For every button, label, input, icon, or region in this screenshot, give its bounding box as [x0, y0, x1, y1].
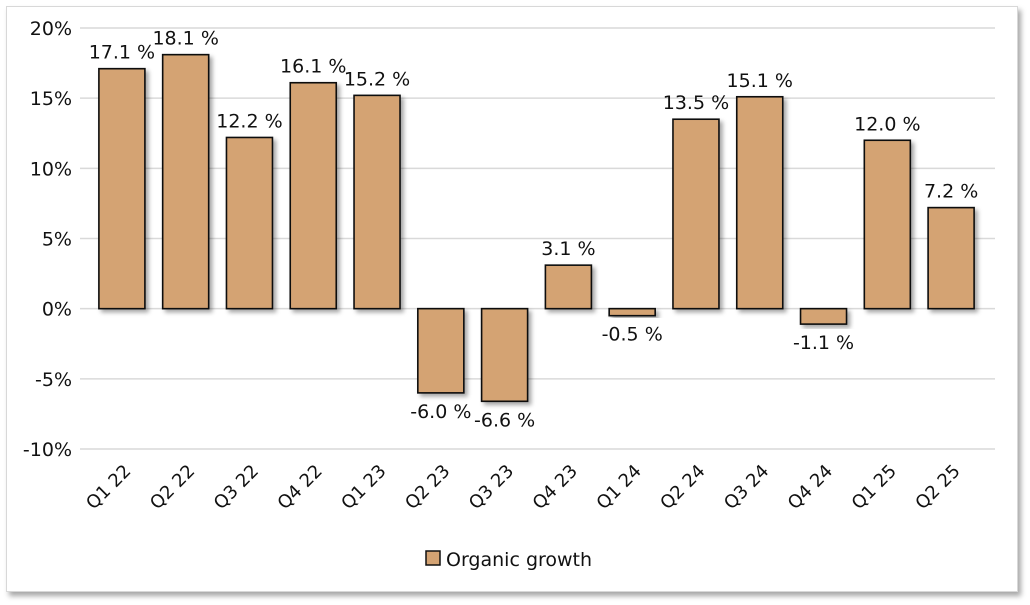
- bar: [161, 53, 210, 310]
- bar: [289, 81, 338, 310]
- y-tick-label: 5%: [42, 229, 72, 251]
- x-tick-label: Q2 23: [401, 461, 454, 514]
- data-label: 15.2 %: [344, 68, 410, 90]
- bar: [863, 139, 912, 310]
- data-label: -6.6 %: [474, 409, 535, 431]
- y-tick-label: -5%: [35, 369, 72, 391]
- y-tick-label: -10%: [23, 439, 72, 461]
- bar: [544, 264, 593, 310]
- bar: [799, 307, 848, 325]
- data-label: 12.0 %: [854, 113, 920, 135]
- data-label: -0.5 %: [602, 324, 663, 346]
- x-tick-label: Q3 24: [720, 461, 773, 514]
- bar: [480, 307, 529, 403]
- bar: [98, 67, 146, 310]
- data-label: -1.1 %: [793, 332, 854, 354]
- x-tick-label: Q1 22: [82, 461, 135, 514]
- x-tick-label: Q1 25: [848, 461, 901, 514]
- x-tick-label: Q4 23: [529, 461, 582, 514]
- bar: [735, 95, 784, 310]
- x-tick-label: Q4 24: [784, 461, 837, 514]
- bar: [927, 206, 975, 310]
- bar: [417, 307, 465, 394]
- data-label: -6.0 %: [410, 401, 471, 423]
- legend: Organic growth: [425, 549, 592, 571]
- y-tick-label: 0%: [42, 299, 72, 321]
- y-tick-label: 15%: [30, 88, 72, 110]
- x-tick-label: Q4 22: [274, 461, 327, 514]
- y-tick-label: 10%: [30, 158, 72, 180]
- data-label: 3.1 %: [541, 238, 595, 260]
- x-tick-label: Q3 22: [210, 461, 263, 514]
- bar: [353, 94, 401, 310]
- data-label: 16.1 %: [280, 56, 346, 78]
- x-tick-label: Q2 24: [656, 461, 709, 514]
- legend-swatch: [425, 550, 441, 566]
- x-tick-label: Q2 22: [146, 461, 199, 514]
- data-label: 17.1 %: [89, 42, 155, 64]
- bar: [608, 307, 656, 317]
- data-label: 18.1 %: [152, 28, 218, 50]
- x-tick-label: Q2 25: [911, 461, 964, 514]
- data-label: 7.2 %: [924, 181, 978, 203]
- legend-label: Organic growth: [446, 549, 592, 571]
- x-tick-label: Q1 24: [593, 461, 646, 514]
- bar: [225, 136, 274, 310]
- y-tick-label: 20%: [30, 18, 72, 40]
- data-label: 15.1 %: [727, 70, 793, 92]
- bar: [672, 118, 720, 310]
- x-tick-label: Q3 23: [465, 461, 518, 514]
- data-label: 13.5 %: [663, 92, 729, 114]
- x-tick-label: Q1 23: [337, 461, 390, 514]
- data-label: 12.2 %: [216, 110, 282, 132]
